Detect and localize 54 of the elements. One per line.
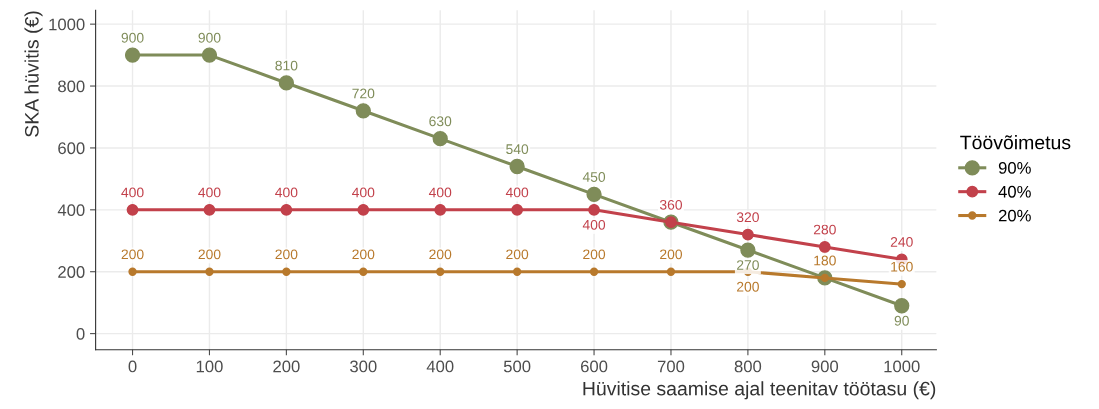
data-label: 400 [352,187,375,198]
legend-label: 90% [998,161,1031,174]
data-label: 720 [352,88,375,99]
data-label: 240 [890,237,913,247]
x-tick-label: 500 [503,360,531,373]
data-label: 400 [505,187,529,198]
data-label: 200 [198,249,221,260]
x-tick-label: 100 [196,360,223,373]
data-label: 400 [582,219,606,230]
data-label: 200 [660,249,683,260]
data-label: 200 [506,249,529,260]
data-label: 400 [198,187,221,198]
data-label: 90 [894,315,909,326]
y-tick-label: 400 [57,204,85,217]
data-label: 810 [275,60,298,71]
data-label: 200 [352,249,375,260]
data-label: 200 [275,249,298,260]
data-label: 450 [582,172,606,182]
x-tick-label: 800 [734,360,762,373]
data-label: 320 [736,212,759,223]
data-label: 200 [121,249,144,260]
y-tick-label: 800 [58,80,85,93]
data-label: 400 [121,187,144,198]
legend-label: 40% [998,185,1031,198]
data-label: 280 [813,224,836,235]
y-axis-title: SKA hüvitis (€) [24,11,43,137]
x-tick-label: 400 [426,360,454,373]
data-label: 900 [198,32,221,43]
x-tick-label: 600 [581,360,608,373]
y-tick-label: 200 [58,266,85,278]
data-label: 200 [737,281,759,292]
data-label: 180 [814,255,836,266]
data-label: 900 [121,32,144,43]
data-label: 400 [428,187,452,198]
data-label: 200 [583,249,606,260]
y-tick-label: 1000 [49,18,85,31]
x-tick-label: 300 [350,360,377,373]
data-label: 200 [429,249,452,260]
x-tick-label: 0 [128,360,137,373]
y-tick-label: 0 [76,328,85,340]
x-tick-label: 700 [657,360,685,373]
data-label: 270 [737,260,759,270]
data-label: 160 [891,261,913,272]
legend-title: Töövõimetus [960,135,1071,150]
data-label: 360 [659,199,683,210]
x-axis-title: Hüvitise saamise ajal teenitav töötasu (€) [583,381,936,400]
data-label: 400 [275,187,298,198]
x-tick-label: 900 [811,360,839,373]
data-label: 540 [506,144,529,155]
x-tick-label: 200 [273,360,300,373]
legend-label: 20% [998,209,1031,222]
data-label: 630 [429,116,452,127]
x-tick-label: 1000 [884,360,920,373]
y-tick-label: 600 [58,142,85,155]
